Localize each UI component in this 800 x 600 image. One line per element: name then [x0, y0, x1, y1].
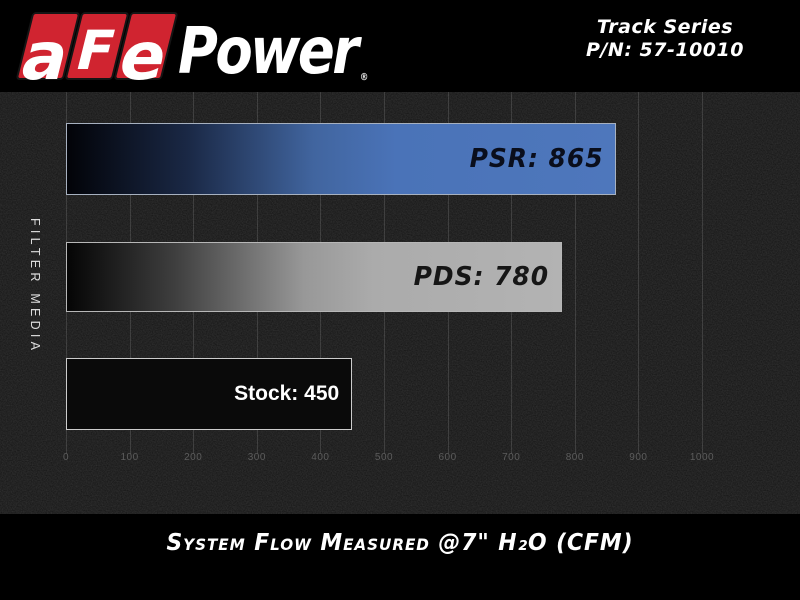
x-tick-label: 1000 [689, 452, 715, 463]
series-info-block: Track Series P/N: 57-10010 [580, 16, 750, 62]
gridline [574, 92, 576, 454]
registered-trademark-symbol: ® [359, 72, 369, 84]
product-line-label: Track Series [596, 16, 734, 38]
afe-power-logo: a F e Power ® [14, 12, 388, 95]
bar-value-label: PSR: 865 [469, 144, 604, 174]
gridline [638, 92, 640, 454]
logo-red-tiles: a F e [14, 14, 176, 95]
part-number-label: P/N: 57-10010 [586, 39, 744, 62]
x-tick-label: 100 [120, 452, 139, 463]
y-axis-label: FILTER MEDIA [28, 218, 42, 355]
footer-bar: System Flow Measured @7" H₂O (CFM) [0, 514, 800, 600]
x-tick-label: 600 [438, 452, 457, 463]
x-tick-label: 900 [629, 452, 648, 463]
bar-value-label: PDS: 780 [413, 262, 550, 292]
x-tick-label: 800 [565, 452, 584, 463]
x-tick-label: 400 [311, 452, 330, 463]
x-tick-label: 500 [374, 452, 394, 463]
logo-letter: e [111, 17, 176, 95]
logo-wordmark-text: Power [178, 15, 359, 90]
logo-tile-e: e [112, 14, 176, 95]
bar-psr: PSR: 865 [66, 123, 617, 195]
logo-wordmark: Power ® [178, 20, 368, 84]
bar-value-label: Stock: 450 [234, 382, 340, 405]
gridline [702, 92, 703, 454]
x-tick-label: 0 [62, 452, 70, 463]
logo-letter: a [13, 17, 78, 95]
logo-letter: F [69, 19, 123, 83]
header-bar: a F e Power ® Track Series P/N: 57-10010 [0, 0, 800, 95]
bar-stock: Stock: 450 [66, 358, 353, 430]
x-tick-label: 700 [502, 452, 521, 463]
x-tick-label: 300 [247, 452, 266, 463]
bar-pds: PDS: 780 [66, 242, 563, 312]
flow-bar-chart: FILTER MEDIA PSR: 865 PDS: 780 Stock: 450 … [0, 92, 800, 514]
chart-caption: System Flow Measured @7" H₂O (CFM) [166, 530, 634, 556]
x-tick-label: 200 [184, 452, 203, 463]
